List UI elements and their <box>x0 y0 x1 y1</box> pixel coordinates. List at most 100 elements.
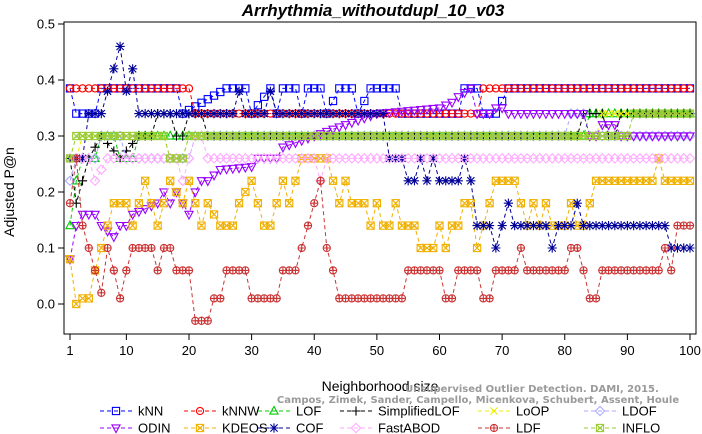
point-odin-99 <box>678 132 689 142</box>
point-cof-84 <box>585 221 595 231</box>
point-cof-11 <box>128 64 138 74</box>
legend-marker-simplifiedlof <box>351 406 361 416</box>
point-cof-18 <box>171 109 182 119</box>
point-knn-36 <box>285 84 294 93</box>
point-kdeos-72 <box>510 176 519 185</box>
point-knnw-83 <box>579 84 588 93</box>
point-cof-82 <box>572 198 582 208</box>
legend-label-odin: ODIN <box>138 421 171 434</box>
legend-label-loop: LoOP <box>516 404 549 419</box>
point-ldf-23 <box>203 316 212 325</box>
point-knn-51 <box>378 84 388 93</box>
y-axis-ticks: 0.0 0.1 0.2 0.3 0.4 0.5 <box>37 17 64 312</box>
point-kdeos-44 <box>335 199 344 208</box>
point-lof-17 <box>165 130 176 140</box>
legend-item-loop: LoOP <box>478 404 549 419</box>
point-kdeos-28 <box>234 199 244 208</box>
x-tick-label-1: 1 <box>66 343 73 358</box>
point-cof-17 <box>165 109 175 119</box>
point-odin-58 <box>421 105 432 115</box>
series-line-cof <box>70 46 690 250</box>
point-cof-7 <box>102 86 113 96</box>
point-odin-91 <box>628 132 639 142</box>
legend-item-knnw: kNNW <box>184 404 260 419</box>
point-cof-75 <box>528 221 539 231</box>
point-kdeos-43 <box>328 176 338 185</box>
point-kdeos-7 <box>103 221 112 230</box>
point-cof-66 <box>472 221 482 231</box>
point-cof-71 <box>503 198 513 208</box>
point-cof-69 <box>491 243 501 253</box>
legend-marker-loop <box>490 407 498 415</box>
point-odin-76 <box>534 109 545 120</box>
point-ldf-82 <box>573 243 582 253</box>
point-odin-72 <box>509 109 520 120</box>
point-ldf-25 <box>216 294 225 303</box>
x-tick-label-60: 60 <box>432 343 446 358</box>
point-kdeos-21 <box>191 199 200 208</box>
legend-item-inflo: INFLO <box>584 421 660 434</box>
point-cof-16 <box>159 109 169 119</box>
point-cof-63 <box>453 176 463 186</box>
point-cof-76 <box>535 221 545 231</box>
point-cof-26 <box>221 109 232 119</box>
point-knnw-15 <box>153 84 162 93</box>
legend-label-ldof: LDOF <box>622 404 657 419</box>
point-knnw-60 <box>435 109 444 118</box>
point-knnw-88 <box>610 84 619 93</box>
point-cof-23 <box>203 109 213 119</box>
point-cof-60 <box>434 176 445 186</box>
point-cof-22 <box>196 109 207 119</box>
point-odin-77 <box>540 109 551 120</box>
point-kdeos-22 <box>197 221 206 230</box>
point-knnw-62 <box>447 109 457 118</box>
point-cof-47 <box>353 109 363 119</box>
point-knn-32 <box>259 92 269 101</box>
point-cof-79 <box>553 221 564 231</box>
legend-label-inflo: INFLO <box>622 421 660 434</box>
point-odin-15 <box>152 199 163 209</box>
legend-marker-kdeos <box>195 423 205 433</box>
point-kdeos-53 <box>391 199 400 208</box>
y-tick-label-2: 0.2 <box>37 185 55 200</box>
point-ldf-8 <box>109 266 118 275</box>
series-odin <box>65 84 695 265</box>
point-cof-78 <box>547 243 557 253</box>
point-kdeos-30 <box>247 176 256 185</box>
point-ldf-5 <box>90 266 100 275</box>
point-cof-68 <box>484 221 495 231</box>
point-odin-75 <box>528 109 539 120</box>
point-knn-53 <box>391 84 400 93</box>
point-cof-80 <box>560 221 570 231</box>
point-cof-89 <box>616 221 626 231</box>
point-odin-43 <box>328 125 339 136</box>
point-odin-17 <box>165 199 176 209</box>
point-kdeos-45 <box>341 176 350 185</box>
point-knnw-55 <box>404 109 413 118</box>
point-ldf-34 <box>272 294 281 303</box>
point-odin-81 <box>565 109 577 120</box>
point-cof-90 <box>622 221 632 231</box>
point-ldf-66 <box>472 266 482 275</box>
point-kdeos-52 <box>385 221 394 230</box>
point-knn-37 <box>291 84 300 93</box>
point-knn-2 <box>72 109 81 118</box>
point-cof-57 <box>416 153 426 163</box>
point-knnw-13 <box>141 84 150 93</box>
point-cof-51 <box>378 109 388 119</box>
point-odin-79 <box>553 109 564 120</box>
point-odin-26 <box>221 165 232 175</box>
point-odin-96 <box>659 132 670 142</box>
point-cof-36 <box>284 109 294 119</box>
point-ldf-7 <box>103 243 112 253</box>
legend: kNN kNNW LOF SimplifiedLOF LoOP LDOF ODIN KDEOS… <box>100 404 660 434</box>
x-tick-label-30: 30 <box>244 343 258 358</box>
point-odin-64 <box>459 88 470 99</box>
point-kdeos-11 <box>128 221 137 230</box>
point-cof-56 <box>409 176 420 186</box>
series-line-lof <box>69 113 690 226</box>
legend-item-knn: kNN <box>100 404 163 419</box>
point-ldf-40 <box>310 199 319 208</box>
point-knn-31 <box>253 101 263 110</box>
series-line-ldof <box>69 113 690 181</box>
